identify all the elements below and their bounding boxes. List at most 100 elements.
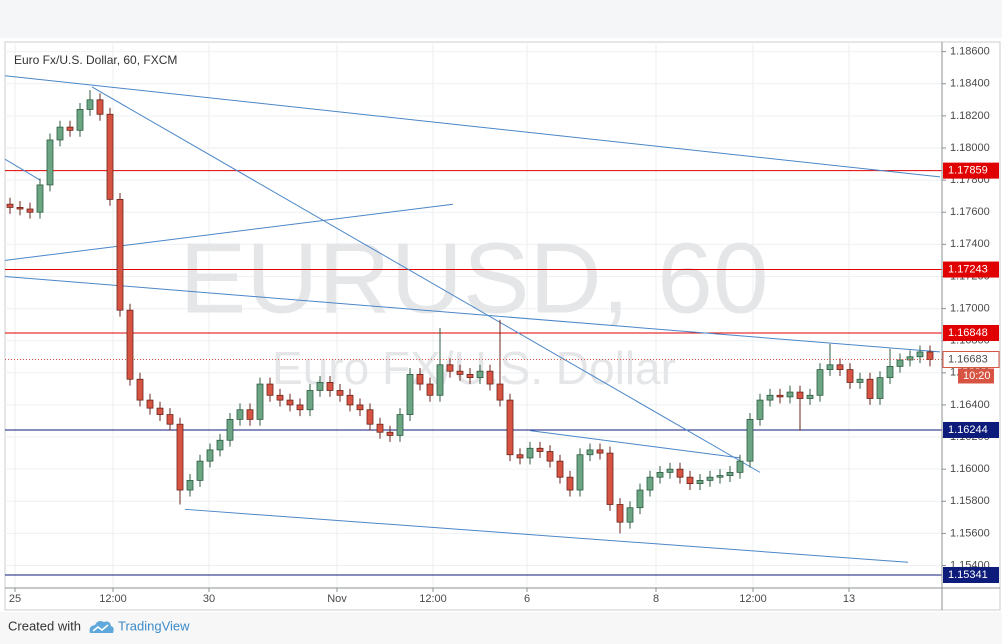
trend-line xyxy=(91,86,761,473)
candle-body xyxy=(916,351,924,358)
x-tick-label: 30 xyxy=(203,593,215,605)
candle-body xyxy=(296,404,304,411)
candle-body xyxy=(586,449,594,456)
candle-body xyxy=(726,471,734,476)
candle-body xyxy=(706,476,714,481)
y-tick-label: 1.18200 xyxy=(950,110,990,122)
x-tick-label: 13 xyxy=(843,593,855,605)
footer-brand[interactable]: TradingView xyxy=(118,618,190,633)
y-tick-label: 1.17000 xyxy=(950,302,990,314)
candle-body xyxy=(336,390,344,396)
candle-body xyxy=(396,414,404,436)
candle-body xyxy=(46,139,54,186)
watermark: EURUSD, 60 Euro FX/U.S. Dollar xyxy=(179,222,768,394)
candle-body xyxy=(6,203,14,208)
candle-body xyxy=(216,439,224,451)
x-tick-label: Nov xyxy=(327,593,347,605)
candle-body xyxy=(156,407,164,415)
candle-body xyxy=(766,394,774,401)
chart-frame xyxy=(4,41,1001,611)
candle-body xyxy=(646,476,654,491)
current-price-box xyxy=(942,350,1000,368)
x-tick-label: 12:00 xyxy=(419,593,447,605)
footer-text: Created with xyxy=(8,618,81,633)
watermark-symbol: EURUSD, 60 xyxy=(179,222,768,334)
level-labels: 1.17859 1.17243 1.16848 1.16244 1.15341 1.166… xyxy=(942,162,1000,583)
level-label: 1.17859 xyxy=(948,165,988,177)
y-tick-label: 1.16000 xyxy=(950,463,990,475)
candle-body xyxy=(506,399,514,456)
current-price-label: 1.16683 xyxy=(948,353,988,365)
candle-body xyxy=(186,480,194,491)
trend-line xyxy=(5,158,41,181)
level-label-box xyxy=(943,324,999,341)
x-tick-label: 25 xyxy=(9,593,21,605)
candle-body xyxy=(166,414,174,425)
candle-body xyxy=(376,423,384,433)
candle-body xyxy=(456,370,464,375)
candle-body xyxy=(286,399,294,406)
level-label: 1.17243 xyxy=(948,263,988,275)
candle-body xyxy=(756,399,764,420)
level-label-box xyxy=(943,566,999,583)
y-tick-label: 1.15600 xyxy=(950,527,990,539)
candle-body xyxy=(736,460,744,473)
top-bar xyxy=(0,0,1002,38)
candle-body xyxy=(816,369,824,396)
candle-body xyxy=(386,431,394,436)
level-label: 1.16244 xyxy=(948,424,988,436)
candle-body xyxy=(486,370,494,385)
trend-line xyxy=(5,75,941,178)
y-tick-label: 1.18000 xyxy=(950,142,990,154)
candle-body xyxy=(96,99,104,115)
candle-body xyxy=(546,451,554,462)
candle-body xyxy=(686,476,694,485)
x-tick-label: 12:00 xyxy=(739,593,767,605)
plot-area xyxy=(5,75,942,576)
candle-body xyxy=(26,208,34,213)
candle-body xyxy=(826,364,834,370)
candle-body xyxy=(696,480,704,485)
candle-body xyxy=(406,374,414,415)
candle-body xyxy=(316,382,324,391)
candle-body xyxy=(616,504,624,523)
level-label-box xyxy=(943,162,999,179)
candle-body xyxy=(346,394,354,406)
level-label-box xyxy=(943,421,999,438)
candle-body xyxy=(926,351,934,360)
candle-body xyxy=(66,126,74,131)
candle-body xyxy=(536,447,544,452)
trend-line xyxy=(5,275,941,353)
candle-body xyxy=(246,409,254,420)
candle-body xyxy=(676,468,684,478)
level-label: 1.15341 xyxy=(948,569,988,581)
candle-body xyxy=(256,383,264,420)
candle-body xyxy=(666,468,674,473)
candle-body xyxy=(76,109,84,131)
candle-body xyxy=(446,364,454,372)
candle-body xyxy=(836,364,844,370)
candle-body xyxy=(716,475,724,478)
candle-body xyxy=(356,404,364,411)
candle-body xyxy=(266,383,274,396)
countdown-box xyxy=(958,368,994,384)
y-tick-label: 1.16400 xyxy=(950,399,990,411)
candle-body xyxy=(636,489,644,509)
candle-body xyxy=(876,377,884,399)
x-tick-label: 6 xyxy=(524,593,530,605)
candle-body xyxy=(556,460,564,478)
candle-body xyxy=(856,378,864,383)
candle-body xyxy=(176,423,184,491)
candle-body xyxy=(886,365,894,379)
candle-body xyxy=(806,394,814,399)
candle-body xyxy=(436,364,444,396)
x-tick-label: 8 xyxy=(653,593,659,605)
y-tick-label: 1.17400 xyxy=(950,238,990,250)
y-tick-label: 1.17600 xyxy=(950,206,990,218)
x-tick-label: 12:00 xyxy=(99,593,127,605)
candle-body xyxy=(466,374,474,379)
candle-body xyxy=(626,507,634,523)
candle-body xyxy=(566,476,574,491)
y-tick-label: 1.15800 xyxy=(950,495,990,507)
candle-body xyxy=(746,418,754,462)
